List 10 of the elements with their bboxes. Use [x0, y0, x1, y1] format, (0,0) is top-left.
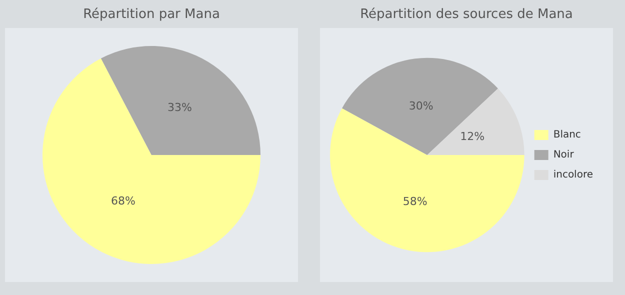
- chart-title: Répartition des sources de Mana: [359, 6, 574, 24]
- legend-label: Blanc: [553, 130, 581, 141]
- data-label: 58%: [402, 194, 428, 208]
- data-label: 33%: [167, 101, 192, 114]
- legend-label: incolore: [553, 170, 594, 181]
- legend-label: Noir: [553, 150, 575, 161]
- chart-title: Répartition par Mana: [82, 6, 221, 24]
- data-label: 30%: [408, 100, 434, 113]
- data-label: 12%: [460, 130, 485, 143]
- data-label: 68%: [111, 194, 136, 208]
